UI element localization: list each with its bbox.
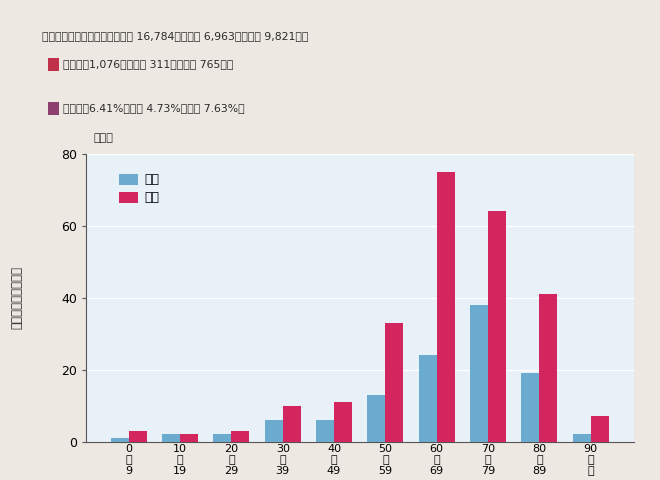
Bar <box>316 420 334 442</box>
Legend: 男性, 女性: 男性, 女性 <box>114 168 164 209</box>
Text: 再発数：1,076人（男性 311人、女性 765人）: 再発数：1,076人（男性 311人、女性 765人） <box>63 59 233 69</box>
Bar <box>418 355 437 442</box>
Bar <box>368 395 385 442</box>
Text: （人）: （人） <box>93 133 113 143</box>
Bar <box>521 373 539 442</box>
Bar <box>385 323 403 442</box>
Bar <box>573 434 591 442</box>
Bar <box>180 434 198 442</box>
Bar <box>232 431 249 442</box>
Bar <box>488 211 506 442</box>
Text: 再発調査の対象：帯状笱疹患者 16,784人（男性 6,963人、女性 9,821人）: 再発調査の対象：帯状笱疹患者 16,784人（男性 6,963人、女性 9,82… <box>42 31 308 41</box>
Bar <box>437 172 455 442</box>
Bar <box>48 102 59 115</box>
Bar <box>334 402 352 442</box>
Bar <box>539 294 557 442</box>
Bar <box>162 434 180 442</box>
Bar <box>470 305 488 442</box>
Bar <box>213 434 232 442</box>
Text: 再発率：6.41%（男性 4.73%、女性 7.63%）: 再発率：6.41%（男性 4.73%、女性 7.63%） <box>63 103 244 113</box>
Text: 帯状笱疹再発患者数: 帯状笱疹再発患者数 <box>10 266 23 329</box>
Bar <box>591 417 609 442</box>
Bar <box>48 58 59 71</box>
Bar <box>282 406 301 442</box>
Bar <box>129 431 147 442</box>
Bar <box>265 420 282 442</box>
Bar <box>111 438 129 442</box>
